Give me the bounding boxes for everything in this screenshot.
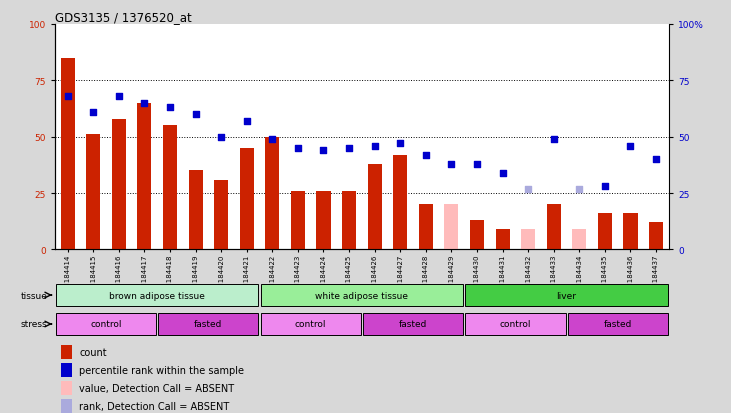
Bar xyxy=(214,180,228,250)
Point xyxy=(343,145,355,152)
Bar xyxy=(86,135,100,250)
Bar xyxy=(61,345,72,359)
Point xyxy=(240,118,252,125)
Bar xyxy=(624,214,637,250)
Text: white adipose tissue: white adipose tissue xyxy=(315,291,409,300)
Text: control: control xyxy=(295,320,327,329)
Point xyxy=(420,152,431,159)
Point xyxy=(522,186,534,192)
Bar xyxy=(112,119,126,250)
Text: value, Detection Call = ABSENT: value, Detection Call = ABSENT xyxy=(80,383,235,393)
Point xyxy=(292,145,303,152)
Text: percentile rank within the sample: percentile rank within the sample xyxy=(80,365,244,375)
Text: liver: liver xyxy=(556,291,577,300)
Bar xyxy=(547,205,561,250)
Bar xyxy=(163,126,177,250)
Bar xyxy=(363,313,463,336)
Bar xyxy=(496,230,510,250)
Text: stress: stress xyxy=(20,320,47,329)
Text: control: control xyxy=(499,320,531,329)
Bar xyxy=(317,191,330,250)
Point xyxy=(61,93,73,100)
Point xyxy=(496,170,508,177)
Bar xyxy=(260,313,361,336)
Text: tissue: tissue xyxy=(20,291,47,300)
Bar xyxy=(61,381,72,395)
Bar xyxy=(61,363,72,377)
Bar xyxy=(260,284,463,307)
Point xyxy=(548,136,559,143)
Text: rank, Detection Call = ABSENT: rank, Detection Call = ABSENT xyxy=(80,401,230,411)
Bar xyxy=(567,313,668,336)
Bar xyxy=(572,230,586,250)
Bar xyxy=(465,313,566,336)
Bar xyxy=(189,171,202,250)
Bar xyxy=(265,138,279,250)
Text: fasted: fasted xyxy=(399,320,427,329)
Bar xyxy=(393,155,407,250)
Point xyxy=(368,143,380,150)
Point xyxy=(599,183,610,190)
Bar xyxy=(291,191,305,250)
Point xyxy=(624,143,636,150)
Bar xyxy=(342,191,356,250)
Bar xyxy=(61,59,75,250)
Point xyxy=(471,161,482,168)
Bar xyxy=(240,149,254,250)
Point xyxy=(266,136,278,143)
Text: fasted: fasted xyxy=(604,320,632,329)
Bar xyxy=(61,399,72,413)
Point xyxy=(189,112,201,118)
Point xyxy=(113,93,124,100)
Bar xyxy=(444,205,458,250)
Bar xyxy=(56,313,156,336)
Point xyxy=(215,134,227,141)
Text: fasted: fasted xyxy=(194,320,222,329)
Bar xyxy=(649,223,663,250)
Point xyxy=(138,100,150,107)
Bar xyxy=(470,221,484,250)
Bar xyxy=(465,284,668,307)
Text: count: count xyxy=(80,347,107,357)
Point xyxy=(87,109,99,116)
Point xyxy=(573,186,585,192)
Bar xyxy=(521,230,535,250)
Point xyxy=(650,157,662,163)
Bar xyxy=(158,313,259,336)
Bar xyxy=(56,284,259,307)
Point xyxy=(164,105,175,112)
Point xyxy=(317,147,329,154)
Text: control: control xyxy=(90,320,122,329)
Bar xyxy=(368,164,382,250)
Bar xyxy=(137,104,151,250)
Text: GDS3135 / 1376520_at: GDS3135 / 1376520_at xyxy=(55,11,192,24)
Bar xyxy=(598,214,612,250)
Point xyxy=(445,161,457,168)
Text: brown adipose tissue: brown adipose tissue xyxy=(109,291,205,300)
Point xyxy=(394,141,406,147)
Bar xyxy=(419,205,433,250)
